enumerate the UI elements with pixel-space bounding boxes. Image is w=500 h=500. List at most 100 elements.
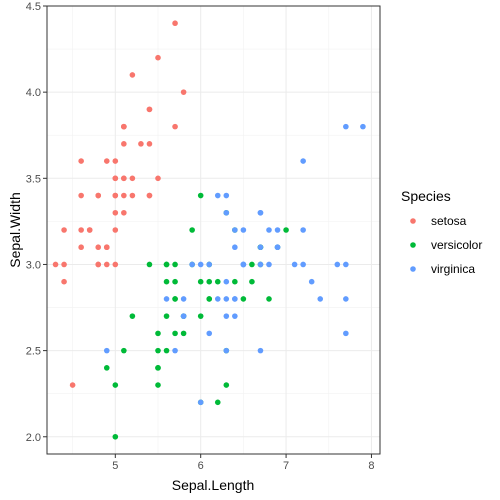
x-tick-label: 7	[283, 460, 289, 472]
y-tick-label: 3.0	[26, 259, 41, 271]
point-setosa	[61, 227, 67, 233]
y-axis-ticks: 2.0 2.5 3.0 3.5 4.0 4.5	[26, 1, 47, 444]
legend-key-setosa	[410, 218, 416, 224]
point-setosa	[78, 227, 84, 233]
point-setosa	[146, 106, 153, 113]
point-setosa	[121, 192, 127, 199]
y-tick-label: 4.5	[26, 1, 41, 13]
point-versicolor	[249, 278, 255, 285]
point-setosa	[172, 123, 178, 130]
point-versicolor	[112, 382, 119, 388]
point-versicolor	[214, 399, 221, 406]
point-setosa	[129, 175, 136, 182]
point-versicolor	[180, 330, 187, 337]
point-virginica	[266, 261, 272, 268]
point-virginica	[206, 261, 213, 268]
point-versicolor	[197, 313, 204, 319]
point-versicolor	[266, 296, 272, 302]
point-virginica	[343, 296, 349, 302]
point-setosa	[112, 175, 119, 182]
legend: Species setosa versicolor virginica	[401, 188, 482, 276]
point-virginica	[180, 296, 187, 302]
point-virginica	[223, 296, 230, 302]
point-versicolor	[155, 330, 161, 337]
x-tick-label: 6	[198, 460, 204, 472]
legend-title: Species	[401, 188, 451, 204]
point-virginica	[240, 227, 247, 233]
point-virginica	[240, 261, 247, 268]
point-setosa	[103, 158, 110, 164]
point-setosa	[78, 192, 84, 199]
point-setosa	[95, 261, 102, 268]
point-setosa	[121, 123, 127, 130]
point-versicolor	[232, 278, 238, 285]
point-versicolor	[283, 227, 289, 233]
point-virginica	[197, 399, 204, 406]
point-versicolor	[163, 347, 170, 354]
point-versicolor	[249, 261, 255, 268]
point-virginica	[343, 330, 349, 337]
y-tick-label: 4.0	[26, 87, 41, 99]
point-versicolor	[112, 433, 119, 440]
point-versicolor	[172, 278, 178, 285]
point-setosa	[121, 141, 127, 147]
point-setosa	[180, 89, 187, 95]
point-virginica	[103, 347, 110, 354]
x-axis-title: Sepal.Length	[172, 477, 255, 493]
data-points	[52, 20, 366, 440]
point-virginica	[232, 227, 238, 233]
point-setosa	[78, 158, 84, 164]
point-versicolor	[163, 313, 170, 319]
point-virginica	[274, 227, 281, 233]
legend-items: setosa versicolor virginica	[410, 214, 482, 276]
point-versicolor	[163, 278, 170, 285]
point-versicolor	[197, 192, 204, 199]
point-setosa	[121, 209, 127, 216]
point-virginica	[223, 278, 230, 285]
point-virginica	[232, 244, 238, 251]
point-virginica	[180, 313, 187, 319]
point-virginica	[189, 261, 195, 268]
point-setosa	[121, 175, 127, 182]
point-setosa	[146, 192, 153, 199]
point-virginica	[300, 261, 306, 268]
point-virginica	[223, 313, 230, 319]
x-tick-label: 8	[368, 460, 374, 472]
point-virginica	[300, 227, 306, 233]
point-setosa	[155, 175, 161, 182]
x-axis-ticks: 5 6 7 8	[112, 454, 375, 472]
point-setosa	[129, 72, 136, 78]
point-virginica	[291, 261, 298, 268]
plot-border	[46, 5, 381, 455]
point-virginica	[257, 261, 264, 268]
point-virginica	[257, 209, 264, 216]
point-setosa	[86, 227, 93, 233]
point-versicolor	[172, 261, 178, 268]
point-virginica	[343, 261, 349, 268]
point-virginica	[214, 192, 221, 199]
legend-key-versicolor	[410, 242, 416, 248]
point-virginica	[214, 296, 221, 302]
point-setosa	[146, 141, 153, 147]
point-virginica	[343, 123, 349, 130]
point-setosa	[129, 192, 136, 199]
point-setosa	[78, 244, 84, 251]
point-setosa	[103, 261, 110, 268]
legend-key-virginica	[410, 266, 416, 272]
point-setosa	[69, 382, 76, 388]
point-setosa	[155, 54, 161, 61]
point-setosa	[95, 244, 102, 251]
point-versicolor	[163, 261, 170, 268]
y-tick-label: 2.5	[26, 346, 41, 358]
point-virginica	[232, 313, 238, 319]
point-versicolor	[206, 296, 213, 302]
point-virginica	[232, 296, 238, 302]
point-versicolor	[223, 382, 230, 388]
point-setosa	[112, 227, 119, 233]
y-tick-label: 2.0	[26, 432, 41, 444]
point-setosa	[112, 209, 119, 216]
point-virginica	[300, 158, 306, 164]
point-setosa	[112, 261, 119, 268]
point-versicolor	[206, 278, 213, 285]
